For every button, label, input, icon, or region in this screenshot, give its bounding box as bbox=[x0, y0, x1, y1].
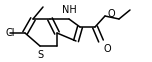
Text: Cl: Cl bbox=[6, 28, 16, 38]
Text: NH: NH bbox=[62, 5, 76, 15]
Text: O: O bbox=[108, 9, 116, 19]
Text: S: S bbox=[37, 50, 43, 60]
Text: O: O bbox=[103, 44, 111, 54]
